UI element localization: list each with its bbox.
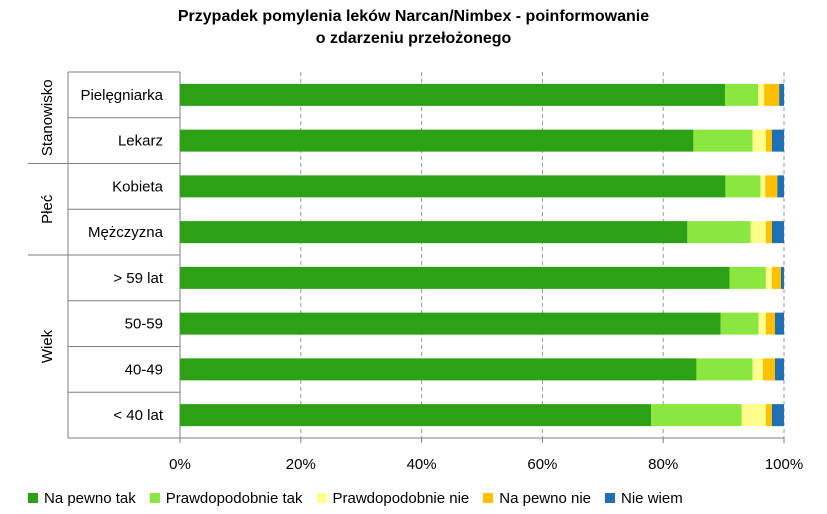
legend-swatch [483, 493, 494, 503]
bar-segment [752, 358, 763, 381]
x-tick-label: 0% [169, 456, 191, 473]
legend-item: Prawdopodobnie tak [149, 489, 303, 507]
bar-segment [771, 404, 784, 427]
legend-label: Na pewno nie [499, 489, 592, 507]
bar-segment [696, 358, 753, 381]
bar-segment [180, 221, 688, 244]
bar-segment [771, 221, 784, 244]
chart-title-line-2: o zdarzeniu przełożonego [315, 30, 512, 47]
bar-segment [777, 175, 784, 198]
group-label: Wiek [39, 329, 56, 363]
bar-segment [180, 266, 730, 289]
bar-segment [720, 312, 759, 335]
legend-swatch [28, 493, 38, 503]
legend-label: Prawdopodobnie tak [165, 489, 303, 507]
x-tick-label: 40% [407, 456, 437, 473]
bar-segment [774, 358, 784, 381]
legend-label: Na pewno tak [44, 489, 136, 507]
category-label: Kobieta [112, 178, 164, 195]
bar-segment [765, 221, 772, 244]
legend-item: Na pewno nie [483, 490, 591, 507]
bar-segment [180, 358, 697, 381]
bar-segment [774, 312, 784, 335]
legend-swatch [149, 493, 160, 503]
chart-title: Przypadek pomylenia leków Narcan/Nimbex … [0, 6, 827, 50]
bar-segment [725, 175, 761, 198]
bar-segment [765, 129, 772, 152]
legend-label: Nie wiem [621, 489, 683, 507]
bar-segment [765, 266, 772, 289]
category-label: > 59 lat [113, 270, 163, 287]
category-label: Pielęgniarka [80, 87, 163, 104]
legend-label: Prawdopodobnie nie [332, 489, 470, 507]
bar-segment [750, 221, 766, 244]
bar-segment [780, 266, 784, 289]
bar-segment [693, 129, 753, 152]
bar-segment [762, 358, 775, 381]
x-tick-label: 100% [765, 456, 803, 473]
bar-segment [180, 404, 652, 427]
category-label: 50-59 [125, 316, 163, 333]
bar-segment [729, 266, 766, 289]
category-label: Mężczyzna [88, 224, 164, 241]
group-label: Stanowisko [39, 79, 56, 156]
legend-swatch [316, 493, 327, 503]
category-label: < 40 lat [113, 407, 163, 424]
bar-segment [180, 83, 725, 106]
bar-segment [724, 83, 759, 106]
bar-segment [758, 83, 765, 106]
bar-segment [180, 129, 694, 152]
legend-item: Nie wiem [605, 490, 683, 507]
bar-segment [771, 129, 784, 152]
chart-legend: Na pewno tak Prawdopodobnie tak Prawdopodo… [28, 488, 697, 508]
bar-segment [760, 175, 766, 198]
bar-segment [771, 266, 781, 289]
x-tick-label: 60% [527, 456, 557, 473]
bar-segment [765, 312, 775, 335]
bar-segment [758, 312, 766, 335]
bar-segment [687, 221, 751, 244]
bar-segment [741, 404, 766, 427]
chart-title-line-1: Przypadek pomylenia leków Narcan/Nimbex … [177, 8, 650, 25]
bar-segment [779, 83, 784, 106]
category-label: Lekarz [118, 133, 163, 150]
bar-segment [180, 312, 721, 335]
bar-segment [752, 129, 766, 152]
category-label: 40-49 [125, 361, 163, 378]
legend-item: Prawdopodobnie nie [316, 489, 470, 507]
bar-segment [765, 404, 772, 427]
x-tick-label: 80% [648, 456, 678, 473]
bar-segment [180, 175, 726, 198]
bar-segment [651, 404, 742, 427]
bar-segment [765, 175, 778, 198]
x-tick-label: 20% [286, 456, 316, 473]
legend-swatch [605, 493, 616, 503]
group-label: Płeć [39, 194, 56, 224]
legend-item: Na pewno tak [28, 490, 136, 507]
bar-segment [764, 83, 780, 106]
